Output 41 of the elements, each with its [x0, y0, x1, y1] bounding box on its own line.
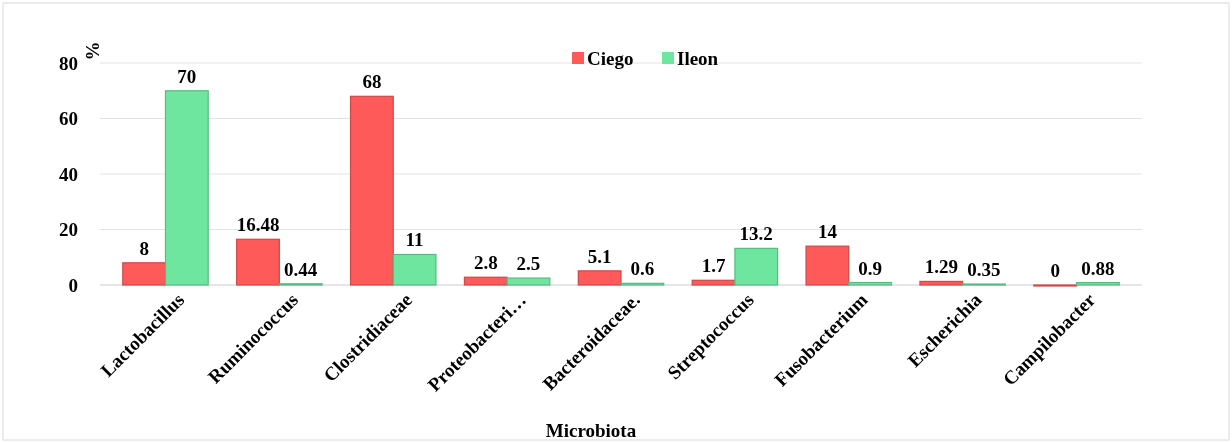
bar: [164, 90, 209, 286]
data-label: 0: [1050, 260, 1060, 281]
bar: [506, 277, 551, 286]
y-tick-label: 80: [59, 52, 78, 74]
data-label: 13.2: [739, 223, 773, 245]
bar: [734, 247, 779, 286]
data-label: 0.9: [858, 257, 882, 279]
data-label: 14: [817, 221, 838, 243]
data-label: 0.6: [630, 258, 655, 280]
y-tick-label: 40: [59, 163, 78, 185]
data-label: 1.7: [701, 255, 726, 277]
data-label: 16.48: [236, 214, 280, 236]
y-axis-title: %: [81, 41, 103, 61]
data-label: 5.1: [587, 245, 612, 267]
y-tick-label: 60: [59, 108, 78, 130]
legend-label: Ciego: [587, 47, 634, 69]
data-label: 68: [362, 71, 382, 93]
bar: [463, 276, 508, 286]
bar: [349, 95, 394, 286]
bar: [392, 253, 437, 286]
data-label: 0.35: [967, 259, 1001, 281]
bar: [236, 238, 280, 286]
bar: [1075, 281, 1120, 286]
data-label: 11: [405, 229, 424, 251]
data-label: 70: [177, 65, 197, 87]
bar: [805, 245, 850, 286]
bar: [122, 262, 167, 286]
data-label: 1.29: [924, 256, 958, 278]
data-label: 0.44: [284, 258, 318, 280]
data-label: 8: [139, 237, 149, 259]
data-label: 2.5: [516, 253, 541, 275]
bar: [691, 279, 736, 286]
x-axis-title: Microbiota: [545, 420, 637, 441]
y-tick-label: 0: [68, 274, 78, 296]
bar: [848, 281, 893, 286]
bar: [919, 280, 964, 286]
legend-label: Ileon: [677, 47, 719, 69]
data-label: 2.8: [473, 252, 498, 274]
bar: [577, 270, 622, 286]
data-label: 0.88: [1081, 257, 1115, 279]
y-tick-label: 20: [59, 219, 78, 241]
